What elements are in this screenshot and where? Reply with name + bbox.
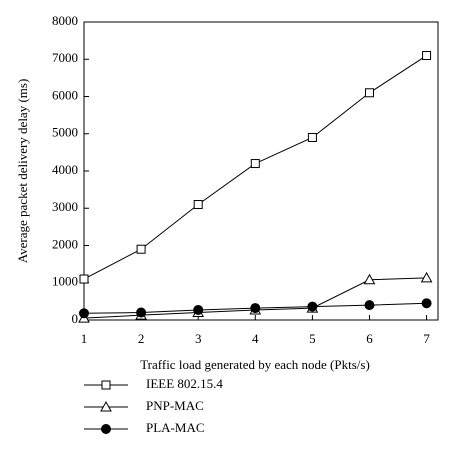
marker [421, 298, 432, 309]
y-tick-label: 7000 [52, 50, 78, 65]
marker [364, 300, 375, 311]
y-axis-label: Average packet delivery delay (ms) [15, 79, 30, 264]
y-tick-label: 6000 [52, 87, 78, 102]
marker [136, 244, 146, 254]
x-axis-label: Traffic load generated by each node (Pkt… [140, 357, 370, 372]
marker [422, 51, 432, 61]
marker [100, 400, 112, 412]
marker [363, 273, 376, 285]
y-tick-label: 3000 [52, 199, 78, 214]
marker [193, 304, 204, 315]
legend-label: PLA-MAC [146, 420, 205, 435]
x-tick-label: 6 [366, 331, 373, 346]
x-tick-label: 7 [423, 331, 430, 346]
marker [79, 308, 89, 319]
marker [364, 88, 374, 98]
y-tick-label: 1000 [52, 274, 78, 289]
y-tick-label: 0 [72, 311, 79, 326]
marker [307, 132, 317, 142]
marker [101, 380, 111, 390]
x-tick-label: 1 [81, 331, 88, 346]
x-tick-label: 2 [138, 331, 145, 346]
legend-label: PNP-MAC [146, 398, 204, 413]
marker [79, 274, 89, 284]
y-tick-label: 4000 [52, 162, 78, 177]
marker [250, 303, 261, 314]
plot-frame [83, 21, 439, 321]
marker [193, 200, 203, 210]
legend-label: IEEE 802.15.4 [146, 376, 223, 391]
x-tick-label: 3 [195, 331, 202, 346]
marker [101, 424, 111, 434]
marker [307, 301, 318, 312]
x-tick-label: 5 [309, 331, 316, 346]
y-tick-label: 2000 [52, 236, 78, 251]
y-tick-label: 5000 [52, 125, 78, 140]
marker [136, 307, 147, 318]
x-tick-label: 4 [252, 331, 259, 346]
y-tick-label: 8000 [52, 13, 78, 28]
marker [250, 159, 260, 169]
marker [420, 271, 433, 283]
